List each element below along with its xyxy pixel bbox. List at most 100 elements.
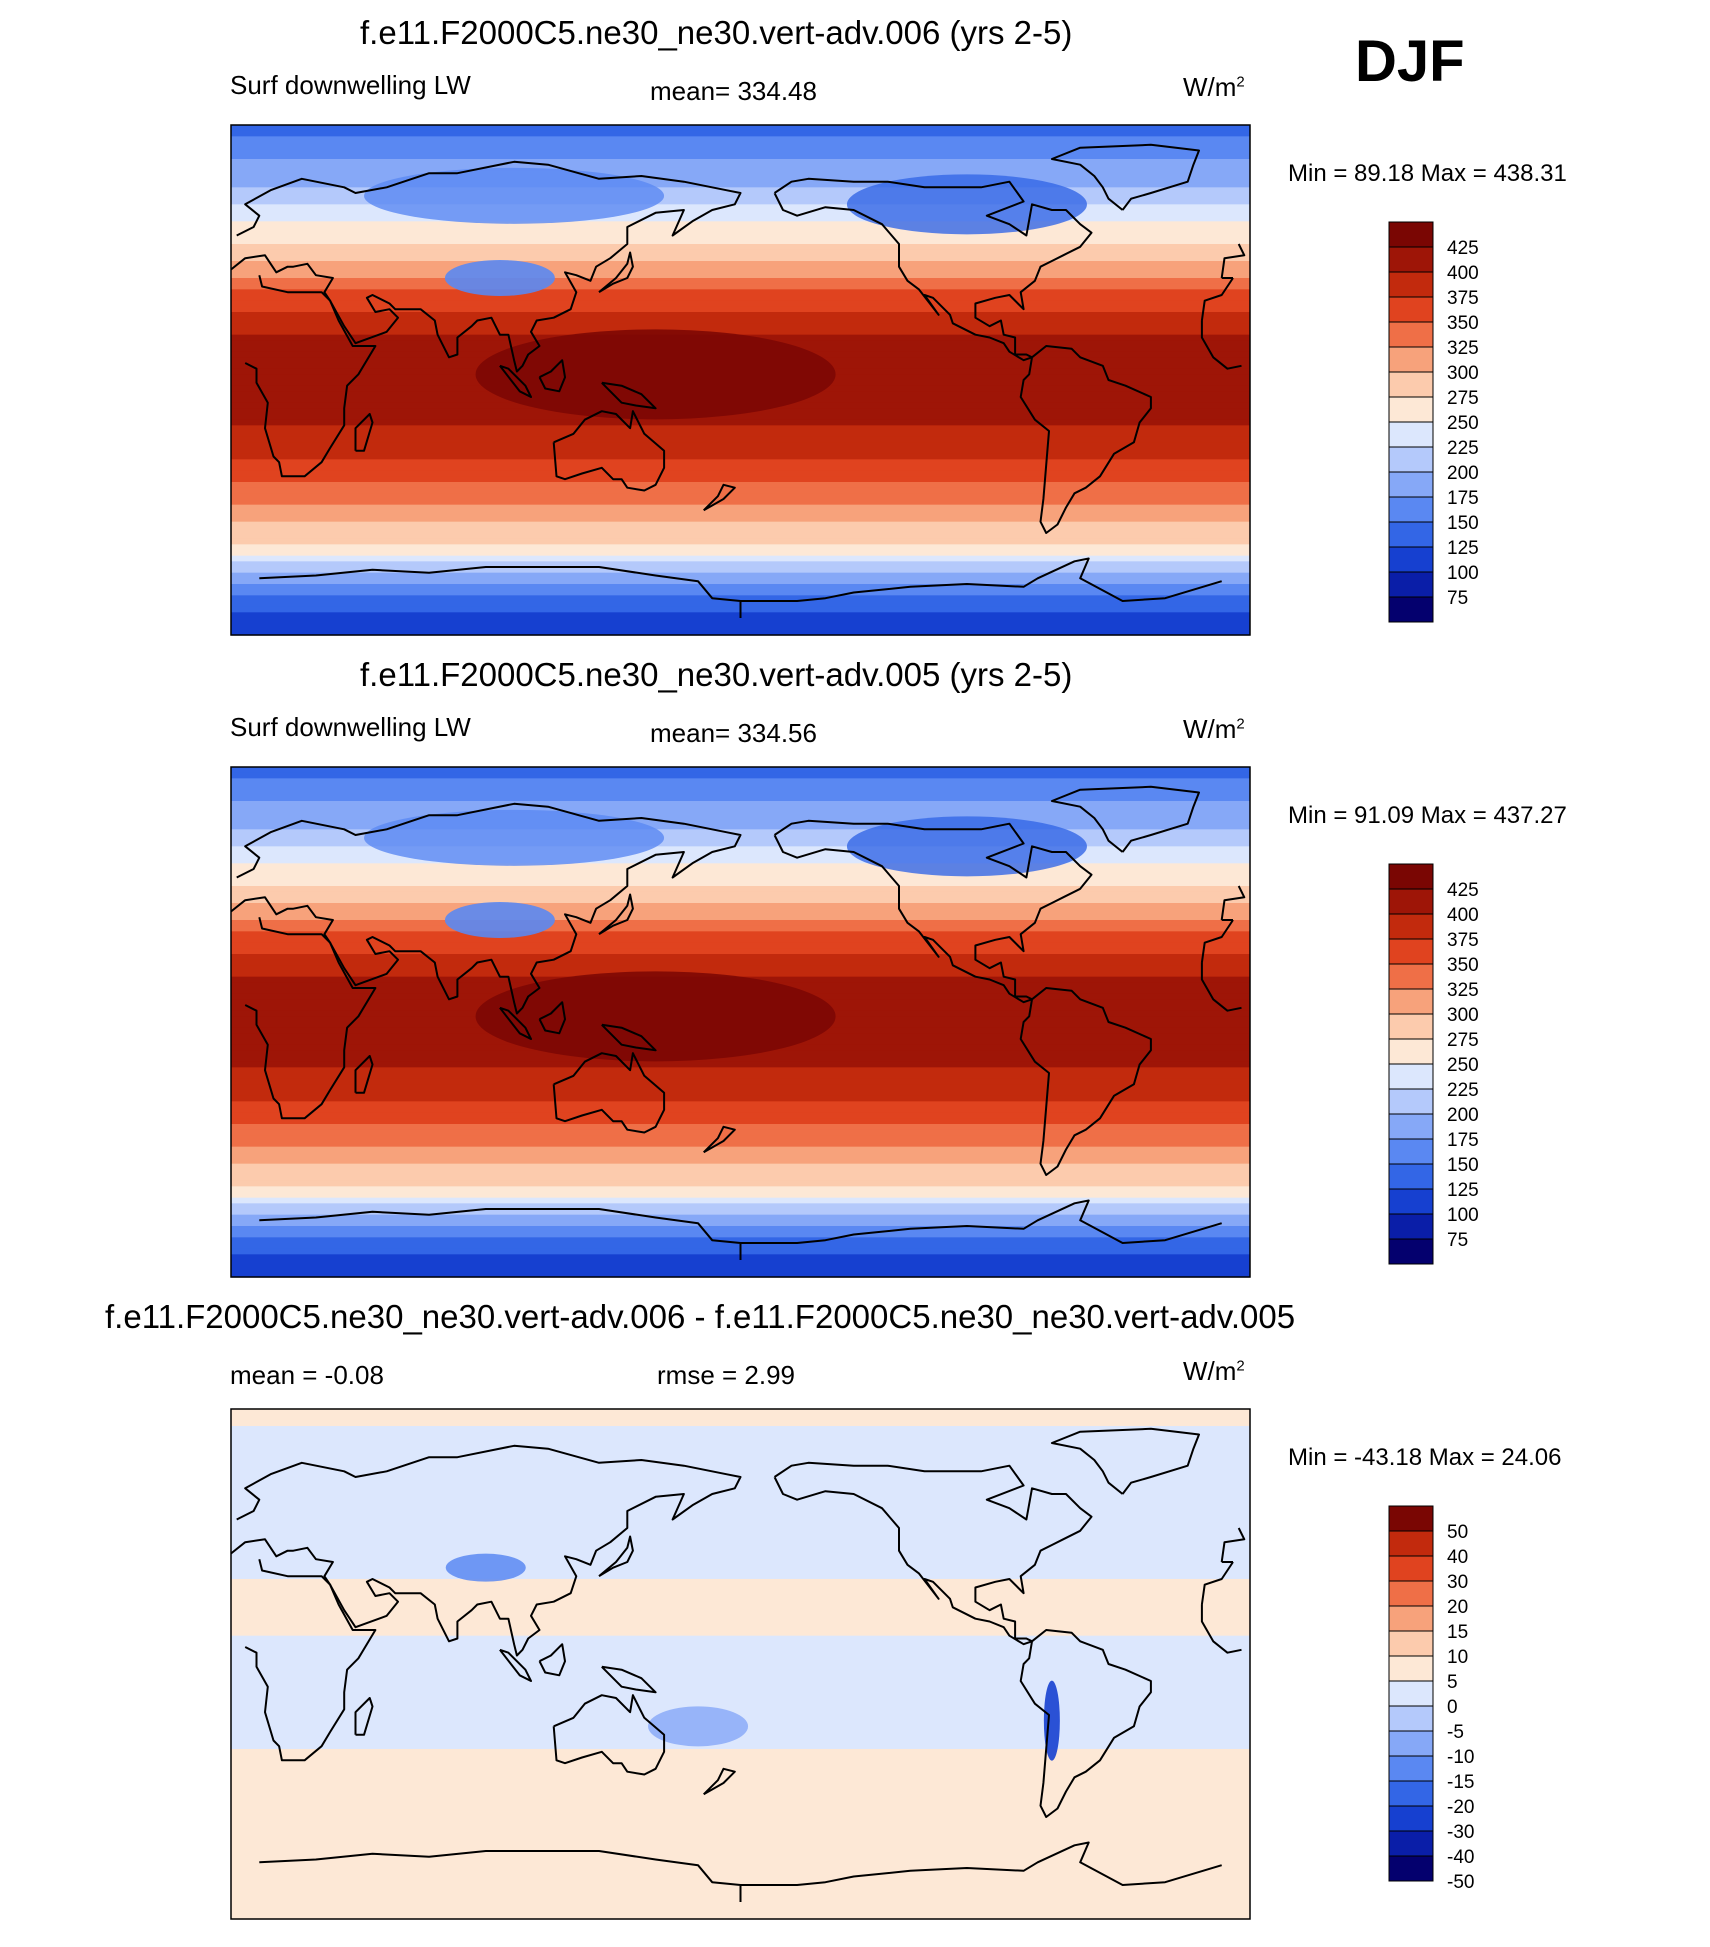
map-panel-1 <box>230 124 1251 636</box>
colorbar-tick-label: 400 <box>1447 263 1479 284</box>
lat-band <box>231 801 1250 808</box>
panel-1-mean-label: mean= 334.48 <box>650 76 817 106</box>
coastline-greenland <box>1050 785 1200 853</box>
map-frame <box>230 766 1251 1278</box>
lat-band <box>231 1494 1250 1501</box>
lat-band <box>231 476 1250 483</box>
coastline-southamerica <box>1019 345 1152 534</box>
coastline-madagascar <box>354 413 374 452</box>
lat-band <box>231 1851 1250 1858</box>
lat-band <box>231 238 1250 245</box>
lat-band <box>231 1073 1250 1080</box>
lat-band <box>231 948 1250 955</box>
lat-band <box>231 1237 1250 1244</box>
lat-band <box>231 1522 1250 1529</box>
panel-2-minmax: Min = 91.09 Max = 437.27 <box>1288 802 1567 829</box>
lat-band <box>231 623 1250 630</box>
lat-band <box>231 431 1250 438</box>
coastline-southamerica <box>1019 1629 1152 1818</box>
siberia-cold-region <box>364 809 665 866</box>
coastline-newguinea <box>601 381 657 410</box>
lat-band <box>231 784 1250 791</box>
coastline-africa <box>244 916 1242 1120</box>
lat-band <box>231 942 1250 949</box>
lat-band <box>231 1488 1250 1495</box>
lat-band <box>231 578 1250 585</box>
lat-band <box>231 1550 1250 1557</box>
lat-band <box>231 1437 1250 1444</box>
lat-band <box>231 1209 1250 1216</box>
lat-band <box>231 1409 1250 1416</box>
lat-band <box>231 1879 1250 1886</box>
map-frame <box>230 1408 1251 1920</box>
lat-band <box>231 1556 1250 1563</box>
coastline-madagascar <box>354 1697 374 1736</box>
canada-cold-region <box>846 174 1087 235</box>
lat-band <box>231 249 1250 256</box>
lat-band <box>231 414 1250 421</box>
lat-band <box>231 1545 1250 1552</box>
lat-band <box>231 1596 1250 1603</box>
lat-band <box>231 493 1250 500</box>
lat-band <box>231 1635 1250 1642</box>
colorbar-box <box>1388 321 1434 348</box>
lat-band <box>231 510 1250 517</box>
lat-band <box>231 504 1250 511</box>
lat-band <box>231 1186 1250 1193</box>
coastline-northamerica <box>773 177 1093 362</box>
lat-band <box>231 1624 1250 1631</box>
lat-band <box>231 1743 1250 1750</box>
lat-band <box>231 1226 1250 1233</box>
lat-band <box>231 193 1250 200</box>
colorbar-box <box>1388 546 1434 573</box>
colorbar-tick-label: 200 <box>1447 463 1479 484</box>
colorbar-box <box>1388 938 1434 965</box>
colorbar-tick-label: 400 <box>1447 905 1479 926</box>
lat-band <box>231 244 1250 251</box>
lat-band <box>231 1562 1250 1569</box>
colorbar-box <box>1388 1213 1434 1240</box>
lat-band <box>231 1913 1250 1920</box>
colorbar-box <box>1388 1655 1434 1682</box>
colorbar-box <box>1388 396 1434 423</box>
lat-band <box>231 1528 1250 1535</box>
lat-band <box>231 499 1250 506</box>
lat-band <box>231 283 1250 290</box>
lat-band <box>231 329 1250 336</box>
colorbar-box <box>1388 1555 1434 1582</box>
colorbar-tick-label: 250 <box>1447 413 1479 434</box>
lat-band <box>231 1749 1250 1756</box>
panel-2-variable-label: Surf downwelling LW <box>230 712 471 742</box>
lat-band <box>231 1539 1250 1546</box>
lat-band <box>231 459 1250 466</box>
colorbar-tick-label: -30 <box>1447 1822 1474 1843</box>
colorbar-box <box>1388 1530 1434 1557</box>
lat-band <box>231 487 1250 494</box>
lat-band <box>231 1754 1250 1761</box>
lat-band <box>231 1471 1250 1478</box>
lat-band <box>231 130 1250 137</box>
lat-band <box>231 971 1250 978</box>
lat-band <box>231 772 1250 779</box>
colorbar-box <box>1388 988 1434 1015</box>
lat-band <box>231 1220 1250 1227</box>
lat-band <box>231 142 1250 149</box>
lat-band <box>231 164 1250 171</box>
lat-band <box>231 886 1250 893</box>
lat-band <box>231 1426 1250 1433</box>
coastline-greenland <box>1050 143 1200 211</box>
lat-band <box>231 897 1250 904</box>
lat-band <box>231 1056 1250 1063</box>
panel-1-units: W/m2 <box>1183 72 1245 102</box>
colorbar-box <box>1388 1088 1434 1115</box>
lat-band <box>231 1505 1250 1512</box>
colorbar-box <box>1388 863 1434 890</box>
lat-band <box>231 1163 1250 1170</box>
lat-band <box>231 1197 1250 1204</box>
colorbar-tick-label: 150 <box>1447 1155 1479 1176</box>
colorbar-tick-label: 125 <box>1447 538 1479 559</box>
lat-band <box>231 1613 1250 1620</box>
colorbar-tick-label: 375 <box>1447 288 1479 309</box>
colorbar-tick-label: 375 <box>1447 930 1479 951</box>
colorbar-box <box>1388 888 1434 915</box>
